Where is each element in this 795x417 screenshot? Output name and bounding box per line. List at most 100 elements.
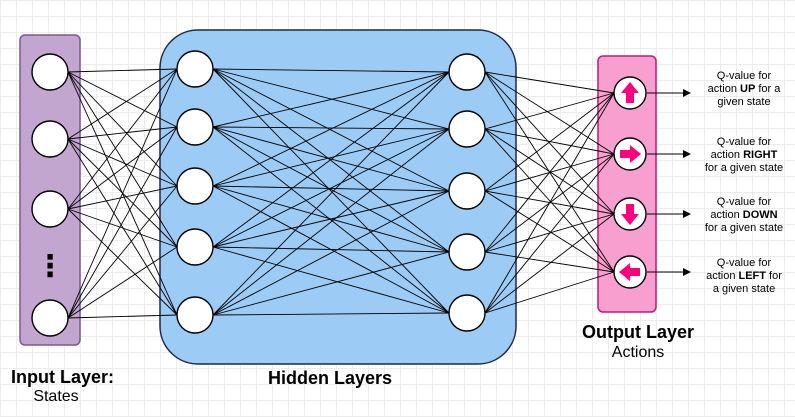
edge (484, 92, 615, 130)
edge (212, 68, 450, 192)
q-value-arrows (619, 82, 691, 281)
hidden-node (448, 53, 486, 91)
action-name: UP (740, 83, 756, 95)
hidden-node (176, 296, 214, 334)
q-line3: for a given state (704, 222, 784, 234)
q-line2: action DOWN (710, 209, 778, 221)
output-layer-box (597, 55, 657, 313)
action-name: DOWN (742, 209, 778, 221)
edge (67, 314, 178, 319)
edge (67, 68, 178, 319)
edge (484, 190, 615, 273)
edge (212, 71, 450, 316)
edge (67, 71, 178, 128)
output-layer-title: Output Layer (581, 322, 694, 342)
down-arrow-icon (621, 204, 639, 225)
edge (212, 190, 450, 248)
input-layer-title: Input Layer: (10, 367, 114, 387)
edge (212, 71, 450, 128)
hidden-node (448, 294, 486, 332)
edge (212, 68, 450, 130)
edge (212, 128, 450, 316)
edge (212, 68, 450, 253)
q-line1: Q-value for (716, 136, 772, 148)
edge (484, 71, 615, 94)
q-value-label-right: Q-value for action RIGHT for a given sta… (689, 136, 795, 175)
hidden-layers-title: Hidden Layers (267, 368, 393, 388)
hidden-node (448, 110, 486, 148)
edge (484, 251, 615, 273)
hidden-node (448, 172, 486, 210)
edge (67, 68, 178, 73)
q-line1: Q-value for (716, 257, 772, 269)
hidden-node (448, 233, 486, 271)
action-name: RIGHT (743, 149, 778, 161)
edge (484, 128, 615, 215)
q-value-label-up: Q-value for action UP for a given state (689, 70, 795, 109)
edge (67, 138, 178, 316)
left-arrow-icon (619, 263, 640, 281)
input-node (31, 53, 69, 91)
hidden-layers-box (159, 29, 517, 365)
edge (67, 126, 178, 140)
edge (212, 251, 450, 316)
edge (212, 246, 450, 314)
q-value-label-down: Q-value for action DOWN for a given stat… (689, 196, 795, 235)
edge (484, 128, 615, 273)
edge (212, 71, 450, 248)
edge (212, 312, 450, 316)
hidden-node (176, 167, 214, 205)
edge (212, 128, 450, 187)
edge (484, 71, 615, 215)
edge (484, 71, 615, 155)
q-line2: action LEFT for (706, 270, 782, 282)
input-layer-box (19, 34, 81, 346)
q-line1: Q-value for (716, 196, 772, 208)
edge (67, 68, 178, 210)
right-arrow-icon (620, 145, 641, 163)
edge (484, 271, 615, 314)
input-ellipsis: ⋮ (35, 249, 65, 284)
edge (484, 153, 615, 314)
hidden-node (176, 228, 214, 266)
edge (67, 208, 178, 248)
q-line3: for a given state (704, 162, 784, 174)
edge (484, 92, 615, 314)
q-line3: given state (717, 96, 771, 108)
q-line2: action UP for a (707, 83, 781, 95)
input-layer-subtitle: States (33, 388, 79, 405)
edge (67, 126, 178, 319)
output-layer-subtitle: Actions (611, 344, 665, 361)
edge (484, 213, 615, 314)
q-line3: a given state (712, 283, 776, 295)
action-name: LEFT (738, 270, 767, 282)
connection-edges (67, 68, 615, 319)
edge (212, 68, 450, 73)
input-node (31, 190, 69, 228)
edge (67, 71, 178, 187)
edge (212, 128, 450, 248)
edge (67, 185, 178, 210)
edge (212, 246, 450, 253)
q-value-label-left: Q-value for action LEFT for a given stat… (689, 257, 795, 296)
input-node (31, 299, 69, 337)
edge (67, 126, 178, 210)
edge (212, 71, 450, 187)
edge (67, 185, 178, 319)
edge (212, 190, 450, 316)
edge (67, 208, 178, 316)
hidden-node (176, 50, 214, 88)
edge (212, 126, 450, 314)
q-line1: Q-value for (716, 70, 772, 82)
input-node (31, 120, 69, 158)
hidden-node (176, 108, 214, 146)
edge (212, 126, 450, 253)
q-line2: action RIGHT (710, 149, 778, 161)
edge (484, 92, 615, 253)
edge (67, 68, 178, 140)
edge (212, 68, 450, 314)
edge (67, 138, 178, 187)
edge (67, 246, 178, 319)
edge (212, 126, 450, 130)
